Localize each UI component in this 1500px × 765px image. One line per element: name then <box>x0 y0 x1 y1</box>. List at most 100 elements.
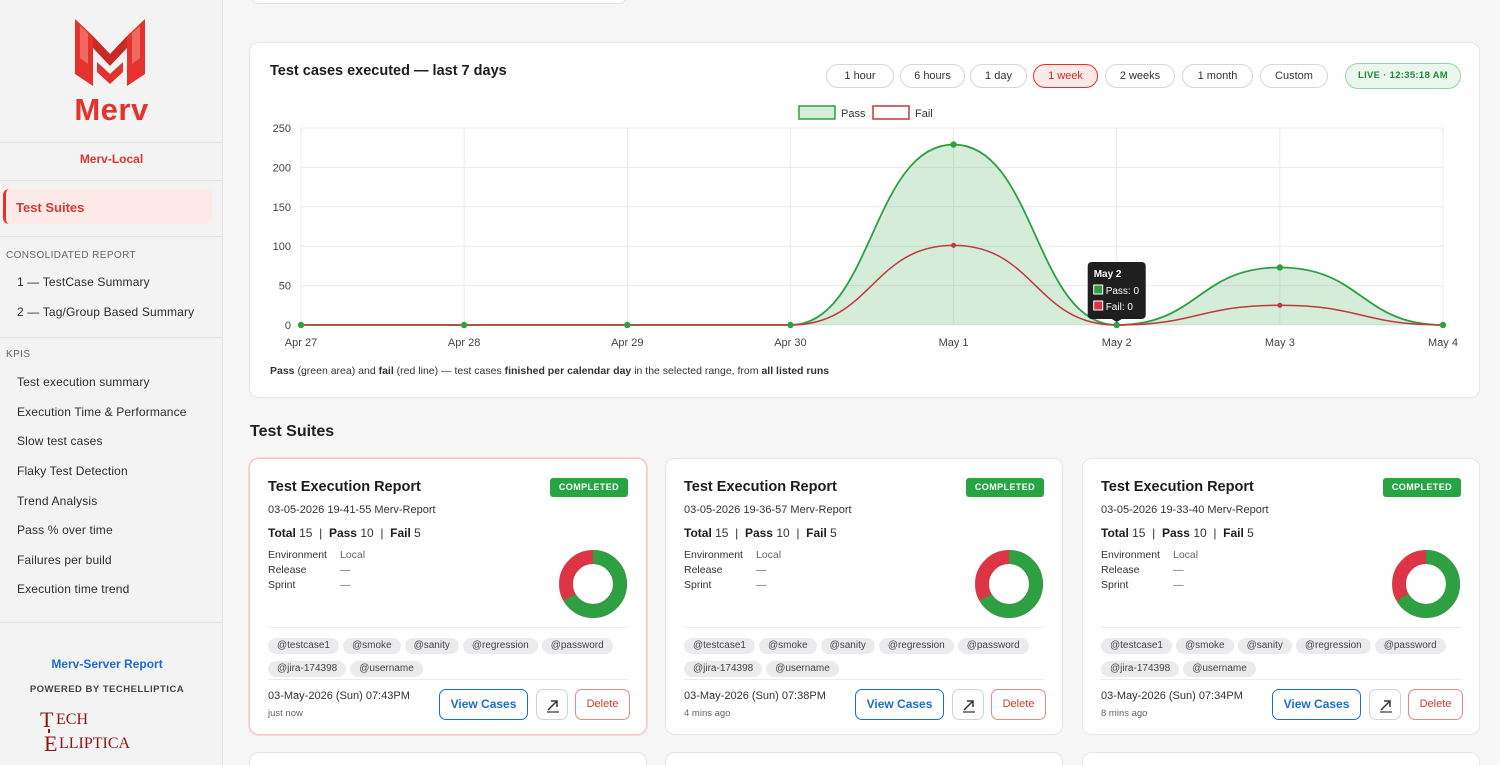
range-6-hours-button[interactable]: 6 hours <box>900 64 965 88</box>
donut-pass-segment <box>1392 550 1460 618</box>
legend-swatch <box>872 105 910 120</box>
tag-chip[interactable]: @sanity <box>404 638 459 654</box>
y-tick-label: 200 <box>273 162 291 174</box>
view-cases-button[interactable]: View Cases <box>439 689 528 720</box>
sidebar-item-kpi[interactable]: Trend Analysis <box>17 494 98 508</box>
sidebar-item-kpi[interactable]: Test execution summary <box>17 375 150 389</box>
meta-sprint: Sprint — <box>1101 579 1184 591</box>
range-1-hour-button[interactable]: 1 hour <box>826 64 894 88</box>
report-name: 03-05-2026 19-33-40 Merv-Report <box>1101 504 1269 516</box>
view-cases-button[interactable]: View Cases <box>855 689 944 720</box>
tag-chip[interactable]: @smoke <box>1175 638 1234 654</box>
sidebar-item-kpi[interactable]: Failures per build <box>17 553 112 567</box>
pass-point <box>1439 321 1447 329</box>
tag-chip[interactable]: @username <box>350 661 423 677</box>
suite-card[interactable]: Test Execution Report COMPLETED 03-05-20… <box>1082 458 1480 735</box>
open-report-button[interactable] <box>952 689 984 720</box>
open-report-button[interactable] <box>536 689 568 720</box>
sidebar-item-kpi[interactable]: Pass % over time <box>17 523 113 537</box>
legend-label: Fail <box>915 108 933 120</box>
sidebar-item-kpi[interactable]: Flaky Test Detection <box>17 464 128 478</box>
legend-swatch <box>798 105 836 120</box>
pass-point <box>297 321 305 329</box>
powered-by-label: POWERED BY TECHELLIPTICA <box>29 684 185 695</box>
tooltip-fail: Fail: 0 <box>1106 302 1134 313</box>
suite-title: Test Execution Report <box>1101 479 1254 495</box>
tag-chip[interactable]: @username <box>1183 661 1256 677</box>
delete-button[interactable]: Delete <box>991 689 1046 720</box>
section-title-test-suites: Test Suites <box>250 423 335 440</box>
tag-chip[interactable]: @password <box>541 638 613 654</box>
x-tick-label: Apr 30 <box>774 337 806 349</box>
suite-card <box>665 752 1063 765</box>
range-1-day-button[interactable]: 1 day <box>970 64 1027 88</box>
delete-button[interactable]: Delete <box>575 689 630 720</box>
sidebar-item-testcase-summary[interactable]: 1 — TestCase Summary <box>17 275 150 289</box>
tag-chip[interactable]: @sanity <box>1237 638 1292 654</box>
pass-point <box>1276 264 1284 271</box>
svg-text:LLIPTICA: LLIPTICA <box>59 735 131 752</box>
range-1-week-button[interactable]: 1 week <box>1033 64 1098 88</box>
tag-chip[interactable]: @password <box>1374 638 1446 654</box>
tag-chip[interactable]: @regression <box>1295 638 1371 654</box>
meta-sprint: Sprint — <box>268 579 351 591</box>
meta-environment: Environment Local <box>1101 549 1199 561</box>
external-link-icon <box>963 700 975 713</box>
server-report-link[interactable]: Merv-Server Report <box>51 657 163 671</box>
sidebar-item-tag-group-summary[interactable]: 2 — Tag/Group Based Summary <box>17 305 195 319</box>
suite-card[interactable]: Test Execution Report COMPLETED 03-05-20… <box>249 458 647 735</box>
range-1-month-button[interactable]: 1 month <box>1182 64 1253 88</box>
tag-chip[interactable]: @regression <box>462 638 538 654</box>
chart-tooltip: May 2 Pass: 0 Fail: 0 <box>1087 262 1146 322</box>
tag-chip[interactable]: @sanity <box>820 638 875 654</box>
tag-list: @testcase1 @smoke @sanity @regression @passw… <box>268 637 628 683</box>
sidebar: Merv Merv-Local Test Suites CONSOLIDATED… <box>0 0 223 765</box>
x-tick-label: Apr 29 <box>611 337 643 349</box>
tag-chip[interactable]: @testcase1 <box>268 638 339 654</box>
tag-chip[interactable]: @jira-174398 <box>684 661 763 677</box>
tests-executed-chart: 0 50 100 150 200 250 Apr 27 Apr 28 Apr 29 Apr 30 M… <box>273 105 1458 349</box>
status-badge: COMPLETED <box>549 478 628 497</box>
tooltip-pass: Pass: 0 <box>1106 286 1140 297</box>
tag-chip[interactable]: @jira-174398 <box>268 661 347 677</box>
view-cases-button[interactable]: View Cases <box>1272 689 1361 720</box>
totals-line: Total 15 | Pass 10 | Fail 5 <box>684 526 837 540</box>
x-tick-label: May 4 <box>1428 337 1458 349</box>
tag-chip[interactable]: @password <box>957 638 1029 654</box>
pass-fail-donut <box>975 550 1043 618</box>
range-custom-button[interactable]: Custom <box>1260 64 1328 88</box>
suite-card[interactable]: Test Execution Report COMPLETED 03-05-20… <box>665 458 1063 735</box>
meta-release: Release — <box>1101 564 1184 576</box>
delete-button[interactable]: Delete <box>1408 689 1463 720</box>
live-status-badge: LIVE · 12:35:18 AM <box>1345 63 1461 89</box>
open-report-button[interactable] <box>1369 689 1401 720</box>
run-relative-time: 4 mins ago <box>684 708 731 719</box>
run-relative-time: just now <box>268 708 303 719</box>
run-relative-time: 8 mins ago <box>1101 708 1148 719</box>
pass-point <box>787 321 794 329</box>
x-tick-label: Apr 27 <box>285 337 317 349</box>
tag-chip[interactable]: @smoke <box>758 638 817 654</box>
totals-line: Total 15 | Pass 10 | Fail 5 <box>1101 526 1254 540</box>
sidebar-item-kpi[interactable]: Execution time trend <box>17 582 130 596</box>
search-input[interactable] <box>250 0 627 4</box>
y-tick-label: 100 <box>273 241 291 253</box>
tag-chip[interactable]: @regression <box>878 638 954 654</box>
tag-chip[interactable]: @username <box>766 661 839 677</box>
tag-chip[interactable]: @jira-174398 <box>1101 661 1180 677</box>
merv-logo-icon <box>75 19 145 86</box>
sidebar-item-test-suites[interactable]: Test Suites <box>3 189 212 224</box>
pass-fail-donut <box>1392 550 1460 618</box>
divider <box>684 627 1044 628</box>
legend-label: Pass <box>841 108 866 120</box>
x-tick-label: May 1 <box>939 337 969 349</box>
suite-card <box>249 752 647 765</box>
sidebar-item-kpi[interactable]: Slow test cases <box>17 434 103 448</box>
tag-chip[interactable]: @smoke <box>342 638 401 654</box>
svg-text:ECH: ECH <box>56 711 88 728</box>
tag-chip[interactable]: @testcase1 <box>1101 638 1172 654</box>
range-2-weeks-button[interactable]: 2 weeks <box>1105 64 1175 88</box>
sidebar-item-kpi[interactable]: Execution Time & Performance <box>17 405 187 419</box>
tag-chip[interactable]: @testcase1 <box>684 638 755 654</box>
tag-list: @testcase1 @smoke @sanity @regression @passw… <box>684 637 1044 683</box>
